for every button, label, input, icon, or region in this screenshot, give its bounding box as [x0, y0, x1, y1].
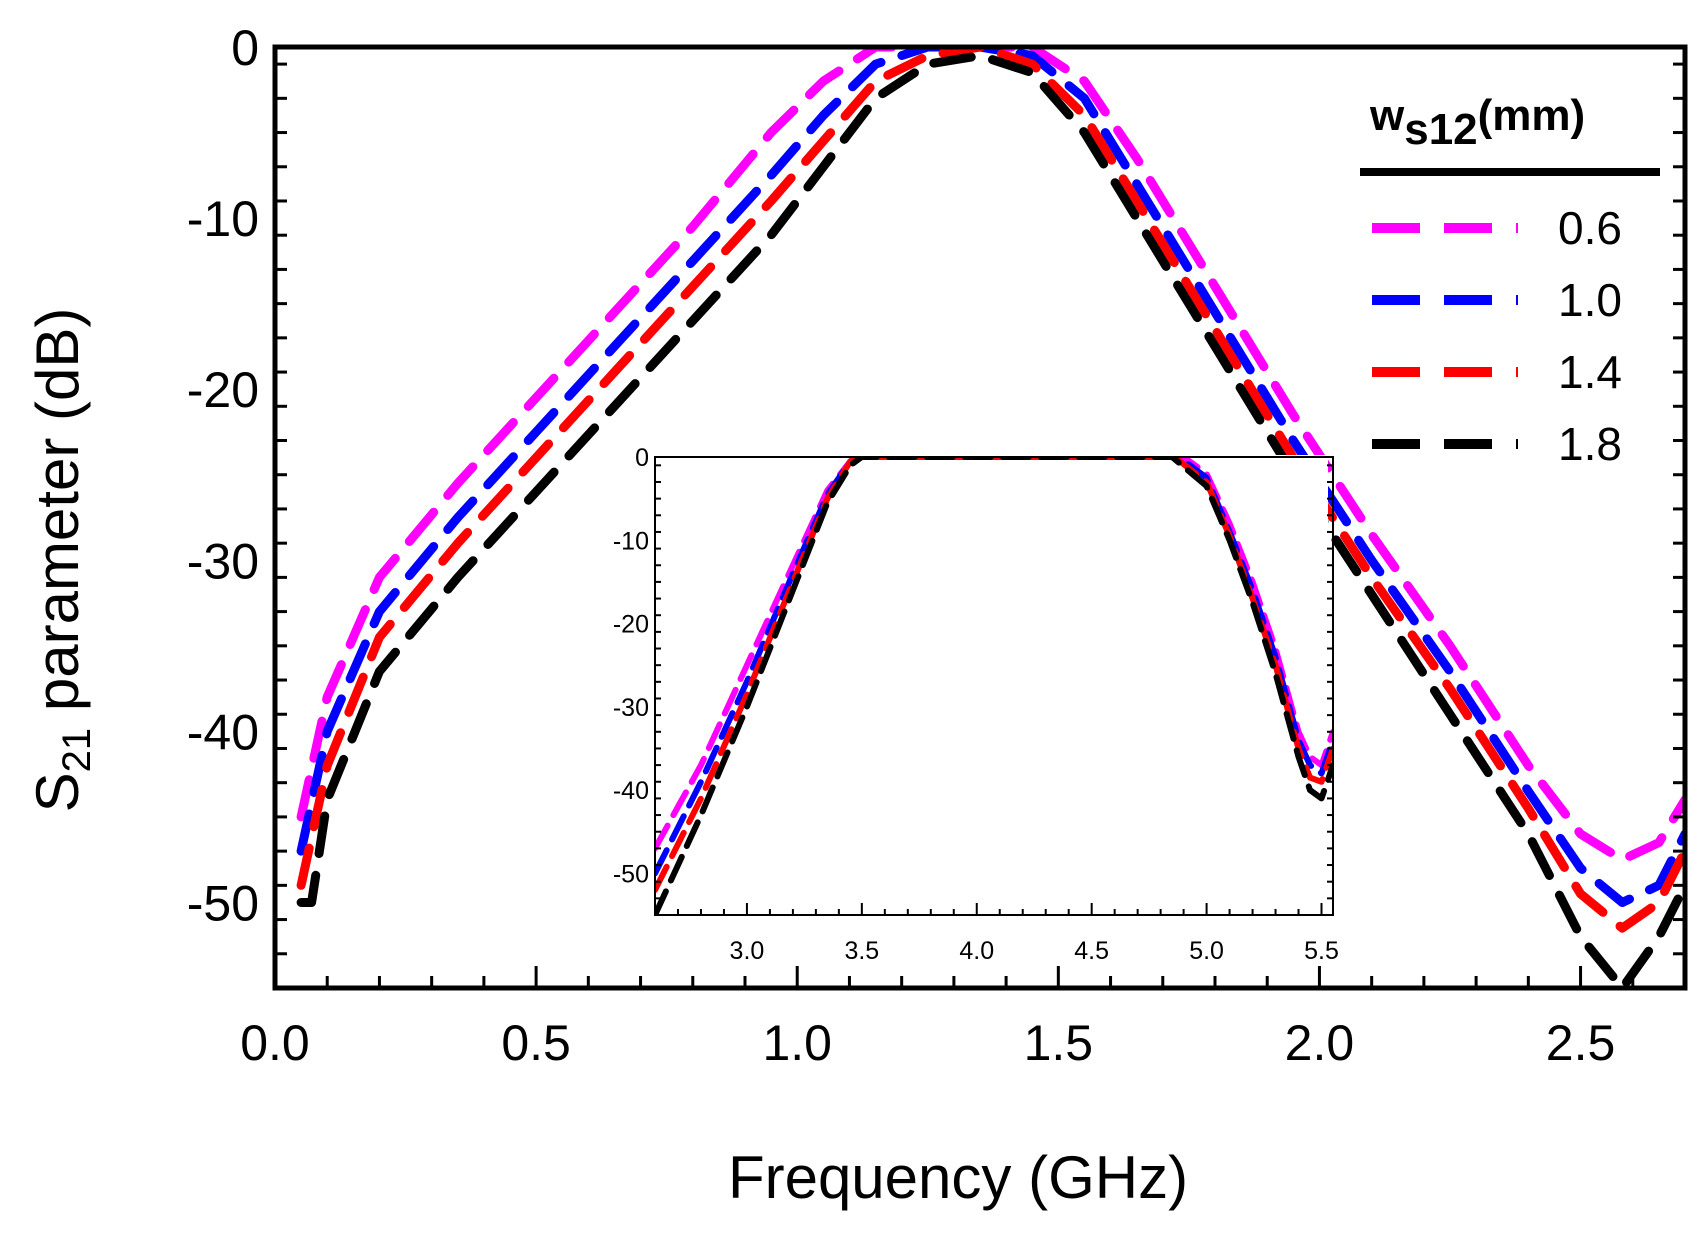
- inset-y-tick-label: -30: [613, 694, 649, 722]
- legend-label-1-4: 1.4: [1558, 346, 1622, 398]
- main-series-1-0: [296, 47, 1685, 907]
- inset-x-tick-label: 4.5: [1074, 937, 1109, 965]
- inset-x-tick-label: 4.0: [959, 937, 994, 965]
- y-axis-title-main: S: [24, 772, 91, 812]
- inset-x-tick-label: 3.5: [844, 937, 879, 965]
- inset-plot-frame: 3.0 3.5 4.0 4.5 5.0 5.5 0 -10 -20 -30 -40 -50: [613, 444, 1339, 965]
- main-y-tick-label: -30: [187, 533, 259, 589]
- main-series-1-4: [296, 47, 1685, 933]
- legend-title-main: w: [1369, 91, 1405, 140]
- main-x-tick-label: 0.0: [240, 1015, 310, 1071]
- main-x-tick-label: 2.5: [1546, 1015, 1616, 1071]
- inset-x-tick-label: 5.0: [1189, 937, 1224, 965]
- main-plot-marks: [296, 47, 1685, 988]
- inset-series-0-6: [655, 457, 1333, 852]
- inset-background: [650, 455, 1328, 910]
- legend-label-0-6: 0.6: [1558, 202, 1622, 254]
- inset-plot-marks: [655, 457, 1333, 915]
- inset-y-tick-label: -40: [613, 777, 649, 805]
- inset-y-tick-label: -50: [613, 860, 649, 888]
- inset-y-tick-label: -20: [613, 611, 649, 639]
- main-plot-frame: 0.0 0.5 1.0 1.5 2.0 2.5 0 -10 -20 -30 -40 -50: [187, 20, 1688, 1071]
- main-y-tick-label: -50: [187, 875, 259, 931]
- main-y-tick-label: -40: [187, 704, 259, 760]
- main-y-tick-label: -10: [187, 191, 259, 247]
- main-x-tick-label: 0.5: [501, 1015, 571, 1071]
- x-axis-title: Frequency (GHz): [728, 1144, 1188, 1211]
- main-x-tick-label: 1.0: [762, 1015, 832, 1071]
- y-axis-title-rest: parameter (dB): [24, 308, 91, 728]
- inset-y-tick-label: -10: [613, 527, 649, 555]
- main-x-tick-label: 2.0: [1285, 1015, 1355, 1071]
- main-x-tick-label: 1.5: [1024, 1015, 1094, 1071]
- legend: ws12(mm) 0.6 1.0 1.4 1.8: [1360, 91, 1660, 470]
- main-series-1-8: [296, 51, 1685, 988]
- legend-title-rest: (mm): [1478, 91, 1586, 140]
- legend-title: ws12(mm): [1369, 91, 1585, 154]
- inset-y-tick-label: 0: [635, 444, 649, 472]
- legend-label-1-0: 1.0: [1558, 274, 1622, 326]
- inset-axes-box: [654, 456, 1334, 916]
- main-y-tick-label: 0: [231, 20, 259, 76]
- y-axis-title: S21 parameter (dB): [24, 308, 99, 813]
- inset-series-1-8: [655, 457, 1333, 915]
- main-axes-box: [272, 44, 1688, 991]
- y-axis-title-sub: 21: [55, 728, 99, 773]
- legend-title-sub: s12: [1404, 105, 1477, 154]
- inset-x-tick-label: 5.5: [1304, 937, 1339, 965]
- legend-label-1-8: 1.8: [1558, 418, 1622, 470]
- inset-x-tick-label: 3.0: [730, 937, 765, 965]
- main-y-tick-label: -20: [187, 362, 259, 418]
